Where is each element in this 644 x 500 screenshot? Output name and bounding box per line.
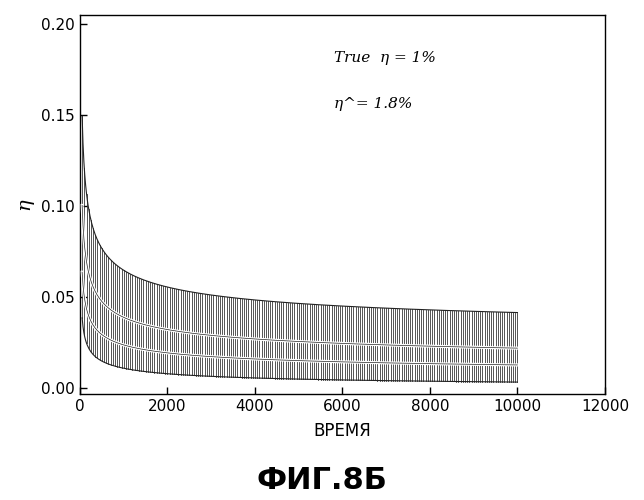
Text: η^= 1.8%: η^= 1.8% xyxy=(334,97,412,111)
Text: ФИГ.8Б: ФИГ.8Б xyxy=(256,466,388,495)
Y-axis label: η: η xyxy=(15,198,33,210)
X-axis label: ВРЕМЯ: ВРЕМЯ xyxy=(314,422,372,440)
Text: True  η = 1%: True η = 1% xyxy=(334,52,435,66)
